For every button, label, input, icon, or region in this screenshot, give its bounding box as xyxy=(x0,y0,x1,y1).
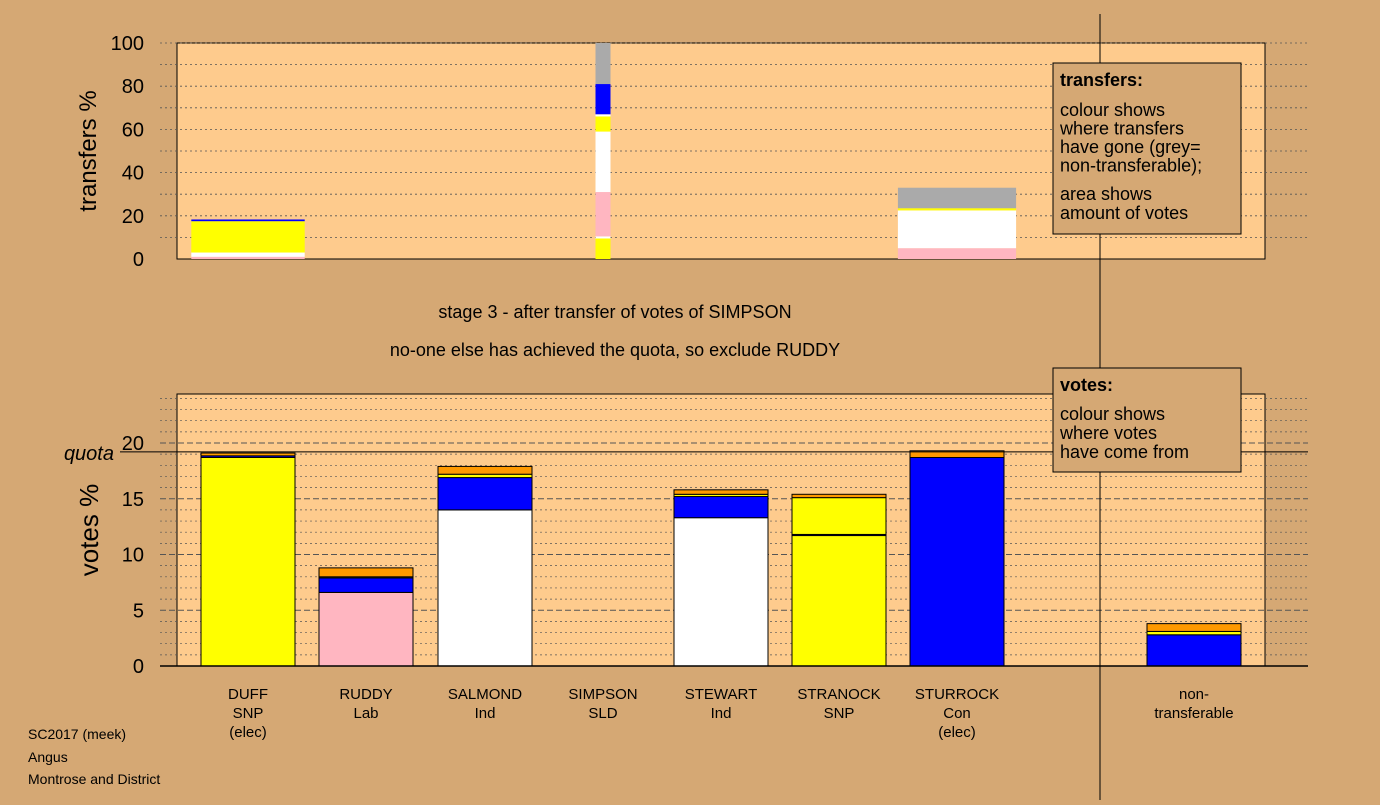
vote-bar-segment xyxy=(318,577,414,593)
transfer-bar-segment xyxy=(897,248,1017,259)
footer-election: SC2017 (meek) xyxy=(28,726,126,742)
transfer-bar-segment xyxy=(897,208,1017,211)
vote-bar-segment xyxy=(437,473,533,479)
transfer-bar-segment xyxy=(191,221,305,253)
candidate-party: SLD xyxy=(588,705,617,722)
transfers-tick-label: 60 xyxy=(122,119,144,141)
vote-bar-segment xyxy=(437,465,533,475)
vote-bar-segment xyxy=(318,591,414,667)
candidate-party: Lab xyxy=(353,705,378,722)
candidate-name: STRANOCK xyxy=(797,686,880,703)
vote-bar-segment xyxy=(437,509,533,667)
transfers-tick-label: 80 xyxy=(122,76,144,98)
transfers-legend-title: transfers: xyxy=(1060,70,1143,90)
votes-y-axis-label: votes % xyxy=(74,484,104,577)
vote-bar-segment xyxy=(200,456,296,667)
transfers-legend-text: area shows xyxy=(1060,184,1152,204)
transfers-legend-text: non-transferable); xyxy=(1060,156,1202,176)
vote-bar-segment xyxy=(318,567,414,578)
candidate-status: (elec) xyxy=(229,724,267,741)
nontransferable-label: transferable xyxy=(1154,705,1233,722)
vote-bar-segment xyxy=(673,517,769,667)
vote-bar-segment xyxy=(909,456,1005,667)
transfer-bar-segment xyxy=(191,256,305,259)
transfer-bar-segment xyxy=(897,210,1017,249)
transfer-bar-segment xyxy=(595,238,611,259)
quota-label: quota xyxy=(64,443,114,465)
nontransferable-bar-segment xyxy=(1146,634,1242,667)
votes-tick-label: 0 xyxy=(133,656,144,678)
candidate-party: Ind xyxy=(711,705,732,722)
candidate-name: RUDDY xyxy=(339,686,392,703)
transfer-bar-segment xyxy=(595,192,611,237)
votes-legend-box xyxy=(1052,367,1242,473)
votes-tick-label: 20 xyxy=(122,433,144,455)
votes-tick-label: 5 xyxy=(133,600,144,622)
transfers-legend-text: amount of votes xyxy=(1060,203,1188,223)
transfers-legend-text: colour shows xyxy=(1060,100,1165,120)
candidate-party: SNP xyxy=(824,705,855,722)
transfer-bar-segment xyxy=(191,219,305,222)
candidate-status: (elec) xyxy=(938,724,976,741)
transfers-tick-label: 40 xyxy=(122,163,144,185)
transfer-bar-segment xyxy=(595,131,611,193)
transfer-bar-segment xyxy=(595,84,611,115)
candidate-name: SIMPSON xyxy=(568,686,637,703)
votes-legend-text: where votes xyxy=(1059,423,1157,443)
transfer-bar-segment xyxy=(595,236,611,239)
candidate-party: Ind xyxy=(475,705,496,722)
vote-bar-segment xyxy=(200,452,296,457)
candidate-name: SALMOND xyxy=(448,686,522,703)
transfers-tick-label: 0 xyxy=(133,249,144,271)
candidate-party: Con xyxy=(943,705,971,722)
nontransferable-bar-segment xyxy=(1146,630,1242,636)
nontransferable-bar-segment xyxy=(1146,623,1242,632)
nontransferable-label: non- xyxy=(1179,686,1209,703)
transfers-tick-label: 20 xyxy=(122,206,144,228)
transfer-bar-segment xyxy=(897,187,1017,209)
transfers-legend-text: have gone (grey= xyxy=(1060,137,1201,157)
transfer-bar-segment xyxy=(595,116,611,132)
candidate-party: SNP xyxy=(233,705,264,722)
vote-bar-segment xyxy=(791,493,887,499)
vote-bar-segment xyxy=(437,477,533,511)
transfer-bar-segment xyxy=(191,252,305,257)
votes-legend-title: votes: xyxy=(1060,375,1113,395)
vote-bar-segment xyxy=(673,496,769,519)
transfers-tick-label: 100 xyxy=(111,33,144,55)
votes-legend-text: have come from xyxy=(1060,442,1189,462)
transfers-legend-box xyxy=(1052,62,1242,235)
vote-bar-segment xyxy=(791,535,887,667)
vote-bar-segment xyxy=(791,497,887,535)
transfers-legend-text: where transfers xyxy=(1059,119,1184,139)
stage-title: stage 3 - after transfer of votes of SIM… xyxy=(438,302,791,322)
transfer-bar-segment xyxy=(595,114,611,117)
vote-bar-segment xyxy=(909,450,1005,458)
candidate-name: STEWART xyxy=(685,686,758,703)
votes-tick-label: 15 xyxy=(122,489,144,511)
transfer-bar-segment xyxy=(595,43,611,85)
footer-ward: Montrose and District xyxy=(28,771,160,787)
candidate-name: STURROCK xyxy=(915,686,999,703)
candidate-name: DUFF xyxy=(228,686,268,703)
votes-legend-text: colour shows xyxy=(1060,404,1165,424)
vote-bar-segment xyxy=(673,489,769,495)
footer-council: Angus xyxy=(28,749,68,765)
stage-subtitle: no-one else has achieved the quota, so e… xyxy=(390,340,840,360)
transfers-y-axis-label: transfers % xyxy=(75,90,102,211)
votes-tick-label: 10 xyxy=(122,545,144,567)
